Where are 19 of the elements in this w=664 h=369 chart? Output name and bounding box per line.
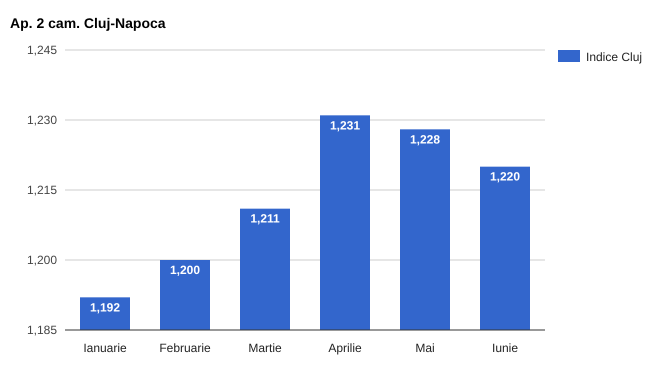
x-tick-label: Februarie: [159, 341, 212, 355]
data-label: 1,220: [490, 170, 520, 184]
y-tick-label: 1,230: [26, 113, 58, 127]
data-label: 1,231: [330, 118, 360, 132]
legend-label: Indice Cluj: [586, 50, 642, 64]
chart-title: Ap. 2 cam. Cluj-Napoca: [10, 15, 166, 31]
x-tick-label: Ianuarie: [83, 341, 128, 355]
data-label: 1,192: [90, 300, 120, 314]
y-tick-label: 1,200: [26, 253, 58, 267]
data-label: 1,200: [170, 263, 200, 277]
y-tick-label: 1,185: [26, 323, 58, 337]
data-label: 1,211: [250, 212, 280, 226]
x-tick-label: Martie: [248, 341, 282, 355]
y-tick-label: 1,215: [26, 183, 58, 197]
x-tick-label: Aprilie: [328, 341, 362, 355]
data-label: 1,228: [410, 132, 440, 146]
x-tick-label: Mai: [415, 341, 435, 355]
x-tick-label: Iunie: [492, 341, 518, 355]
y-tick-label: 1,245: [26, 43, 58, 57]
